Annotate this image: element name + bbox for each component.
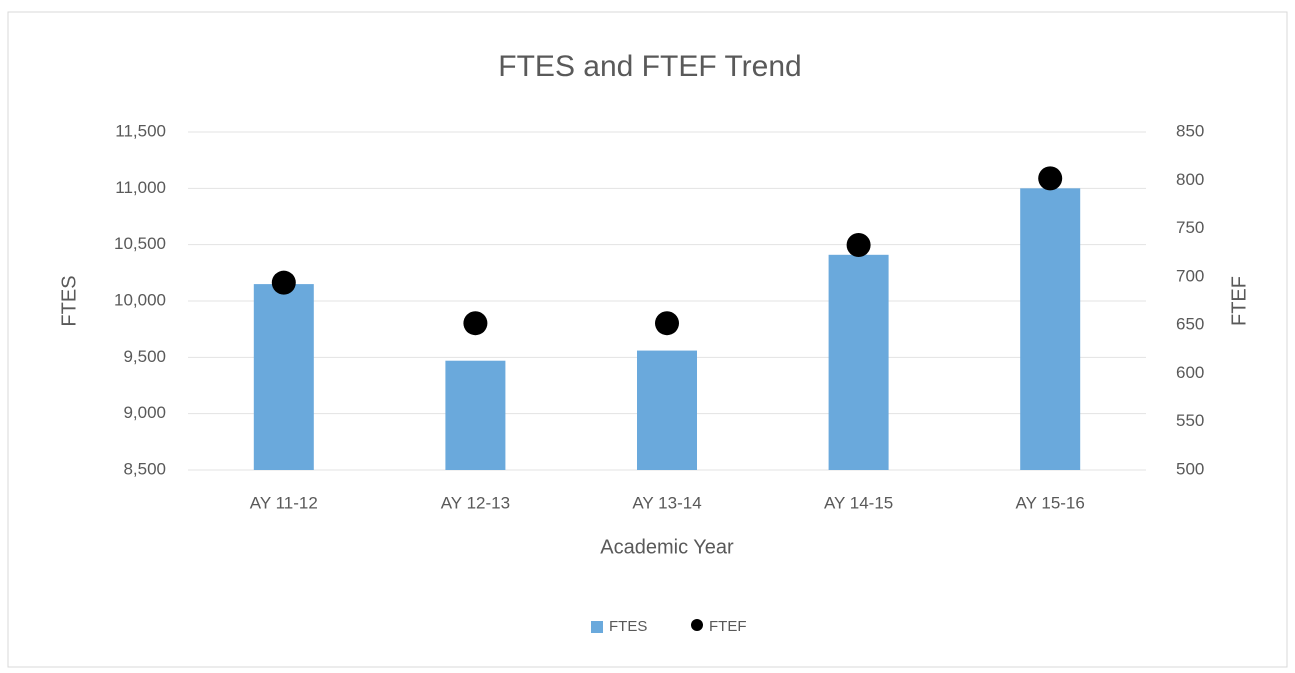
bar [828, 254, 889, 470]
x-tick-label: AY 13-14 [632, 493, 701, 512]
x-tick-label: AY 15-16 [1016, 493, 1085, 512]
x-axis-label: Academic Year [600, 536, 734, 558]
bar [253, 284, 314, 470]
y-tick-label: 10,500 [114, 234, 166, 253]
y-tick-label: 10,000 [114, 290, 166, 309]
bar [1020, 188, 1081, 471]
chart-frame [7, 11, 1288, 668]
y-tick-label: 9,000 [123, 403, 166, 422]
y2-axis-label: FTEF [1228, 276, 1250, 326]
y-tick-label: 11,500 [115, 121, 166, 140]
y2-tick-label: 500 [1176, 459, 1204, 478]
x-tick-label: AY 14-15 [824, 493, 893, 512]
legend-label: FTES [609, 618, 647, 635]
x-tick-label: AY 11-12 [250, 493, 318, 512]
y2-tick-label: 750 [1176, 218, 1204, 237]
y2-tick-label: 550 [1176, 411, 1204, 430]
legend-swatch [591, 621, 603, 633]
bar [637, 350, 697, 470]
y2-tick-label: 850 [1176, 121, 1204, 140]
y-tick-label: 8,500 [123, 459, 166, 478]
y2-tick-label: 700 [1176, 266, 1204, 285]
legend-swatch [691, 619, 703, 631]
y-tick-label: 11,000 [115, 178, 166, 197]
dot [271, 270, 296, 295]
x-tick-label: AY 12-13 [441, 493, 510, 512]
dot [1038, 166, 1063, 191]
y-axis-label: FTES [58, 275, 80, 326]
y2-tick-label: 800 [1176, 170, 1204, 189]
legend-label: FTEF [709, 618, 747, 635]
chart-title: FTES and FTEF Trend [498, 50, 801, 83]
y-tick-label: 9,500 [123, 347, 166, 366]
dot [655, 311, 679, 336]
y2-tick-label: 650 [1176, 315, 1204, 334]
dot [846, 232, 871, 257]
y2-tick-label: 600 [1176, 363, 1204, 382]
dot [463, 311, 488, 336]
bar [445, 360, 506, 470]
